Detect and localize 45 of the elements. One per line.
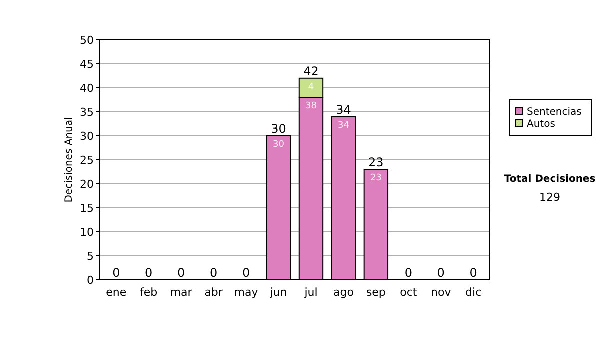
x-tick-label: feb — [140, 286, 158, 299]
y-tick-label: 0 — [87, 274, 94, 287]
x-tick-label: jul — [304, 286, 318, 299]
y-tick-label: 20 — [80, 178, 94, 191]
legend-label: Autos — [527, 119, 556, 130]
y-tick-label: 45 — [80, 58, 94, 71]
y-tick-label: 15 — [80, 202, 94, 215]
total-label: 0 — [210, 266, 218, 280]
total-label: 23 — [368, 156, 384, 170]
text: 129 — [540, 191, 560, 204]
data-label: 23 — [370, 174, 382, 184]
x-tick-label: mar — [170, 286, 193, 299]
total-label: 42 — [304, 64, 319, 78]
x-tick-label: nov — [431, 286, 452, 299]
total-label: 0 — [404, 266, 412, 280]
y-tick-label: 5 — [87, 250, 94, 263]
x-tick-label: may — [234, 286, 259, 299]
total-label: 0 — [145, 266, 153, 280]
total-label: 30 — [271, 122, 286, 136]
data-label: 38 — [306, 102, 318, 112]
total-label: 0 — [437, 266, 445, 280]
y-tick-label: 40 — [80, 82, 94, 95]
x-tick-label: jun — [269, 286, 288, 299]
total-label: 0 — [242, 266, 250, 280]
data-label: 4 — [308, 82, 314, 92]
total-label: 0 — [470, 266, 478, 280]
data-label: 34 — [338, 120, 350, 131]
legend-label: Sentencias — [527, 107, 582, 118]
y-tick-label: 30 — [80, 130, 94, 143]
y-tick-label: 50 — [80, 34, 94, 47]
total-label: 0 — [112, 266, 120, 280]
data-label: 30 — [273, 140, 285, 150]
text: Total Decisiones — [504, 174, 596, 185]
x-tick-label: oct — [400, 286, 418, 299]
y-tick-label: 25 — [80, 154, 94, 167]
y-tick-label: 10 — [80, 226, 94, 239]
total-label: 0 — [178, 266, 186, 280]
x-tick-label: abr — [204, 286, 224, 299]
x-tick-label: dic — [466, 286, 482, 299]
y-tick-label: 35 — [80, 106, 94, 119]
total-label: 34 — [336, 102, 352, 117]
x-tick-label: sep — [366, 286, 386, 299]
y-axis-title: Decisiones Anual — [64, 117, 75, 203]
x-tick-label: ago — [333, 286, 354, 299]
x-tick-label: ene — [106, 286, 127, 299]
